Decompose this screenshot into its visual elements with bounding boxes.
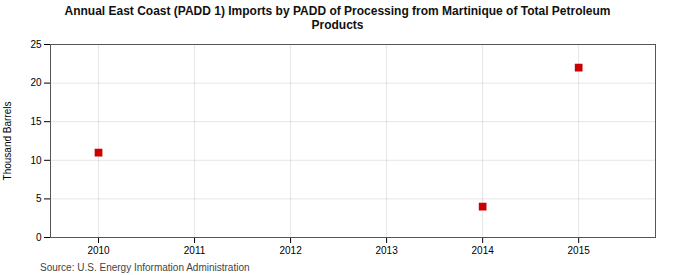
svg-text:Thousand Barrels: Thousand Barrels [2, 102, 13, 181]
svg-text:20: 20 [30, 77, 42, 88]
svg-text:2015: 2015 [568, 245, 591, 256]
svg-text:2014: 2014 [472, 245, 495, 256]
html-text:Source: U.S. Energy Informatio: Source: U.S. Energy Information Administ… [40, 262, 250, 273]
svg-text:0: 0 [36, 232, 42, 243]
html-text:Annual East Coast (PADD 1) Imp: Annual East Coast (PADD 1) Imports by PA… [64, 4, 611, 32]
svg-text:2013: 2013 [375, 245, 398, 256]
svg-text:25: 25 [30, 39, 42, 50]
svg-text:2012: 2012 [279, 245, 302, 256]
svg-text:15: 15 [30, 116, 42, 127]
svg-text:10: 10 [30, 155, 42, 166]
svg-text:2011: 2011 [184, 245, 206, 256]
svg-text:5: 5 [36, 193, 42, 204]
svg-text:2010: 2010 [87, 245, 110, 256]
